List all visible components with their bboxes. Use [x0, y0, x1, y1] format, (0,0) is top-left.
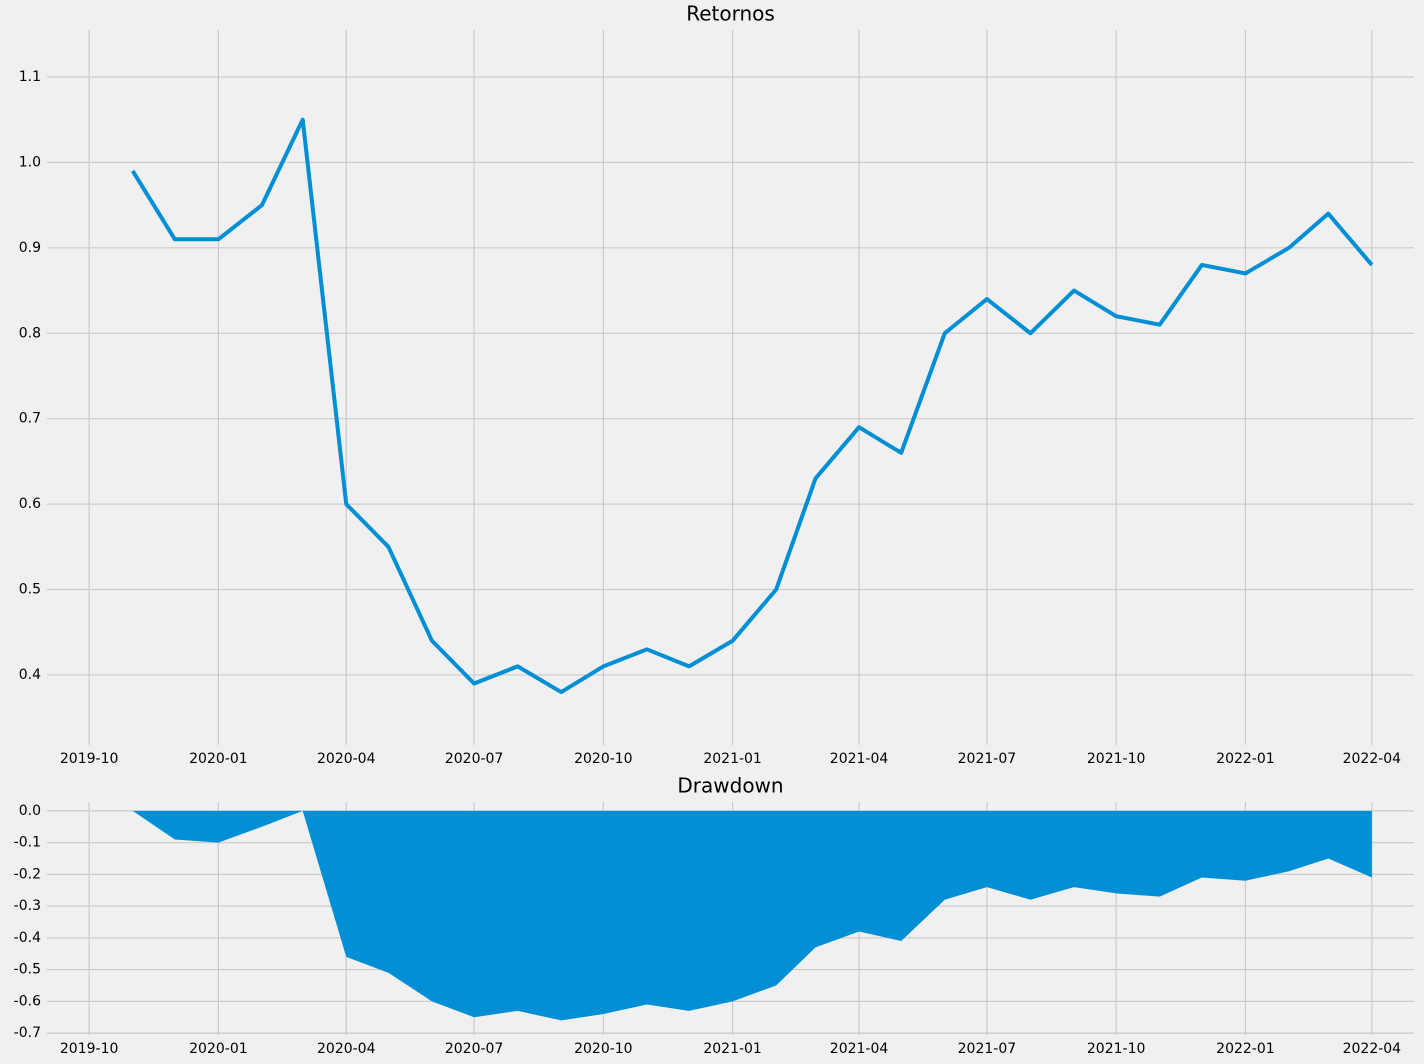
y-tick-label: -0.6	[14, 993, 41, 1009]
x-tick-label: 2020-10	[574, 1041, 633, 1057]
y-tick-label: -0.7	[14, 1025, 41, 1041]
x-tick-label: 2022-01	[1216, 751, 1275, 767]
line	[130, 117, 1374, 695]
x-tick-label: 2020-04	[317, 751, 376, 767]
y-tick-label: -0.5	[14, 962, 41, 978]
x-tick-label: 2019-10	[60, 751, 119, 767]
x-tick-label: 2020-01	[189, 751, 248, 767]
x-tick-label: 2020-07	[445, 751, 504, 767]
y-tick-label: -0.4	[14, 930, 41, 946]
chart-title: Retornos	[686, 2, 775, 26]
y-tick-label: 0.8	[19, 325, 41, 341]
x-tick-label: 2020-01	[189, 1041, 248, 1057]
y-tick-label: 0.6	[19, 496, 41, 512]
y-tick-label: 0.7	[19, 411, 41, 427]
y-tick-label: 1.0	[19, 154, 41, 170]
y-tick-label: 0.0	[19, 803, 41, 819]
y-tick-label: -0.3	[14, 898, 41, 914]
x-tick-label: 2021-04	[830, 1041, 889, 1057]
x-tick-label: 2021-01	[703, 1041, 762, 1057]
x-tick-label: 2021-10	[1087, 751, 1146, 767]
x-tick-label: 2021-01	[703, 751, 762, 767]
y-tick-label: 1.1	[19, 69, 41, 85]
x-tick-label: 2022-04	[1343, 1041, 1402, 1057]
x-tick-label: 2022-01	[1216, 1041, 1275, 1057]
y-tick-label: 0.5	[19, 582, 41, 598]
x-tick-label: 2020-10	[574, 751, 633, 767]
x-tick-label: 2021-10	[1087, 1041, 1146, 1057]
x-tick-label: 2021-07	[958, 1041, 1017, 1057]
x-tick-label: 2020-04	[317, 1041, 376, 1057]
y-tick-label: 0.4	[19, 667, 41, 683]
y-tick-label: -0.2	[14, 866, 41, 882]
chart-title: Drawdown	[677, 774, 783, 798]
area	[132, 810, 1372, 1021]
y-tick-label: 0.9	[19, 240, 41, 256]
x-tick-label: 2020-07	[445, 1041, 504, 1057]
x-tick-label: 2021-04	[830, 751, 889, 767]
x-tick-label: 2021-07	[958, 751, 1017, 767]
x-tick-label: 2022-04	[1343, 751, 1402, 767]
y-tick-label: -0.1	[14, 835, 41, 851]
x-tick-label: 2019-10	[60, 1041, 119, 1057]
